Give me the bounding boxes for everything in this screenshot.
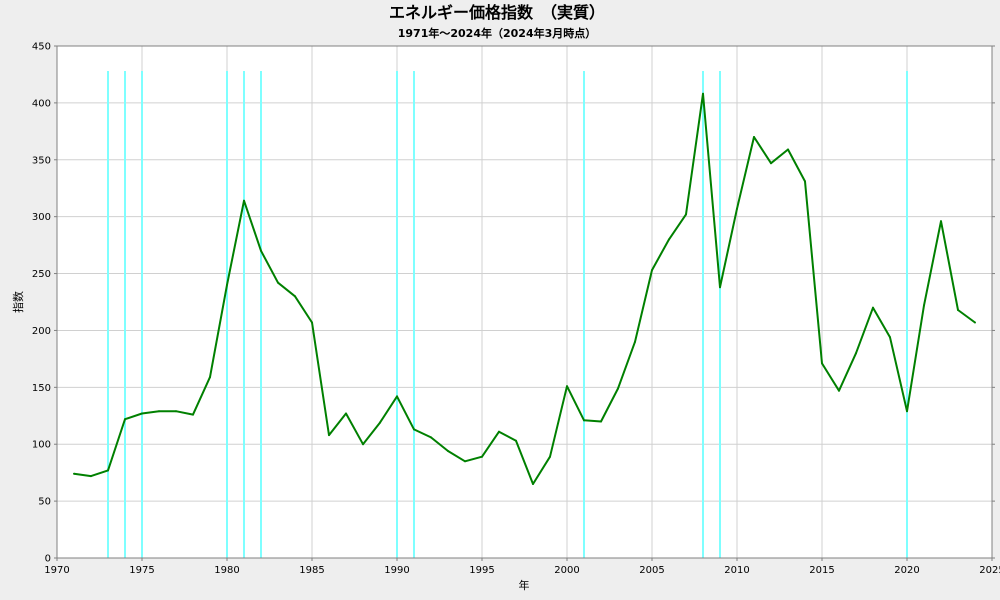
x-tick-label: 1970 bbox=[44, 565, 69, 576]
data-point bbox=[243, 199, 245, 202]
series-layer bbox=[73, 92, 976, 486]
data-point bbox=[719, 286, 721, 289]
chart-subtitle: 1971年～2024年（2024年3月時点） bbox=[398, 26, 597, 40]
axis-layer: 0 50 100 150 200 250 300 350 400 450 1970 1975 1980 1… bbox=[32, 42, 1000, 577]
data-point bbox=[158, 410, 160, 413]
data-point bbox=[396, 395, 398, 398]
data-point bbox=[770, 162, 772, 165]
data-point bbox=[260, 249, 262, 252]
x-tick-label: 1975 bbox=[129, 565, 154, 576]
y-tick-label: 250 bbox=[32, 269, 51, 280]
data-point bbox=[209, 376, 211, 379]
data-point bbox=[464, 460, 466, 463]
data-point bbox=[73, 472, 75, 475]
data-point bbox=[787, 148, 789, 151]
x-tick-label: 2000 bbox=[554, 565, 579, 576]
data-point bbox=[957, 308, 959, 311]
plot-area bbox=[57, 46, 992, 558]
data-point bbox=[889, 336, 891, 339]
data-point bbox=[838, 389, 840, 392]
y-tick-label: 0 bbox=[45, 554, 51, 565]
x-tick-label: 2015 bbox=[809, 565, 834, 576]
data-point bbox=[702, 92, 704, 95]
data-point bbox=[940, 220, 942, 223]
data-point bbox=[90, 475, 92, 478]
data-point bbox=[804, 180, 806, 183]
data-point bbox=[923, 304, 925, 307]
data-point bbox=[447, 450, 449, 453]
data-point bbox=[549, 455, 551, 458]
data-point bbox=[141, 412, 143, 415]
data-point bbox=[328, 434, 330, 437]
data-point bbox=[175, 410, 177, 413]
x-tick-label: 2005 bbox=[639, 565, 664, 576]
data-point bbox=[736, 207, 738, 210]
y-tick-label: 400 bbox=[32, 98, 51, 109]
highlight-layer bbox=[107, 71, 908, 558]
data-point bbox=[651, 269, 653, 272]
y-tick-label: 300 bbox=[32, 212, 51, 223]
data-point bbox=[107, 469, 109, 472]
data-point bbox=[498, 430, 500, 433]
data-point bbox=[617, 387, 619, 390]
y-tick-label: 150 bbox=[32, 383, 51, 394]
data-point bbox=[566, 385, 568, 388]
series-line bbox=[73, 92, 976, 485]
data-point bbox=[974, 321, 976, 324]
data-point bbox=[277, 281, 279, 284]
x-tick-label: 1995 bbox=[469, 565, 494, 576]
x-axis-title: 年 bbox=[519, 578, 530, 592]
x-tick-label: 2010 bbox=[724, 565, 749, 576]
data-point bbox=[515, 439, 517, 442]
data-point bbox=[855, 352, 857, 355]
y-tick-label: 200 bbox=[32, 326, 51, 337]
data-point bbox=[583, 419, 585, 422]
data-point bbox=[192, 413, 194, 416]
data-point bbox=[600, 420, 602, 423]
data-point bbox=[379, 421, 381, 424]
data-point bbox=[685, 213, 687, 216]
data-point bbox=[753, 136, 755, 139]
plot-border bbox=[56, 45, 993, 559]
x-tick-label: 1990 bbox=[384, 565, 409, 576]
data-point bbox=[906, 410, 908, 413]
data-point bbox=[872, 306, 874, 309]
data-point bbox=[481, 455, 483, 458]
data-point bbox=[532, 483, 534, 486]
x-tick-label: 1985 bbox=[299, 565, 324, 576]
y-tick-label: 450 bbox=[32, 42, 51, 53]
data-point bbox=[294, 295, 296, 298]
x-tick-label: 1980 bbox=[214, 565, 239, 576]
data-point bbox=[124, 418, 126, 421]
data-point bbox=[345, 412, 347, 415]
y-axis-title: 指数 bbox=[11, 291, 25, 313]
x-tick-label: 2025 bbox=[979, 565, 1000, 576]
data-point bbox=[311, 321, 313, 324]
data-point bbox=[413, 428, 415, 431]
y-tick-label: 50 bbox=[38, 497, 51, 508]
y-tick-label: 100 bbox=[32, 440, 51, 451]
chart-title: エネルギー価格指数 （実質） bbox=[389, 3, 605, 22]
data-point bbox=[821, 362, 823, 365]
x-tick-label: 2020 bbox=[894, 565, 919, 576]
data-point bbox=[634, 340, 636, 343]
y-tick-label: 350 bbox=[32, 155, 51, 166]
data-point bbox=[362, 443, 364, 446]
data-point bbox=[430, 436, 432, 439]
data-point bbox=[226, 283, 228, 286]
data-point bbox=[668, 238, 670, 241]
